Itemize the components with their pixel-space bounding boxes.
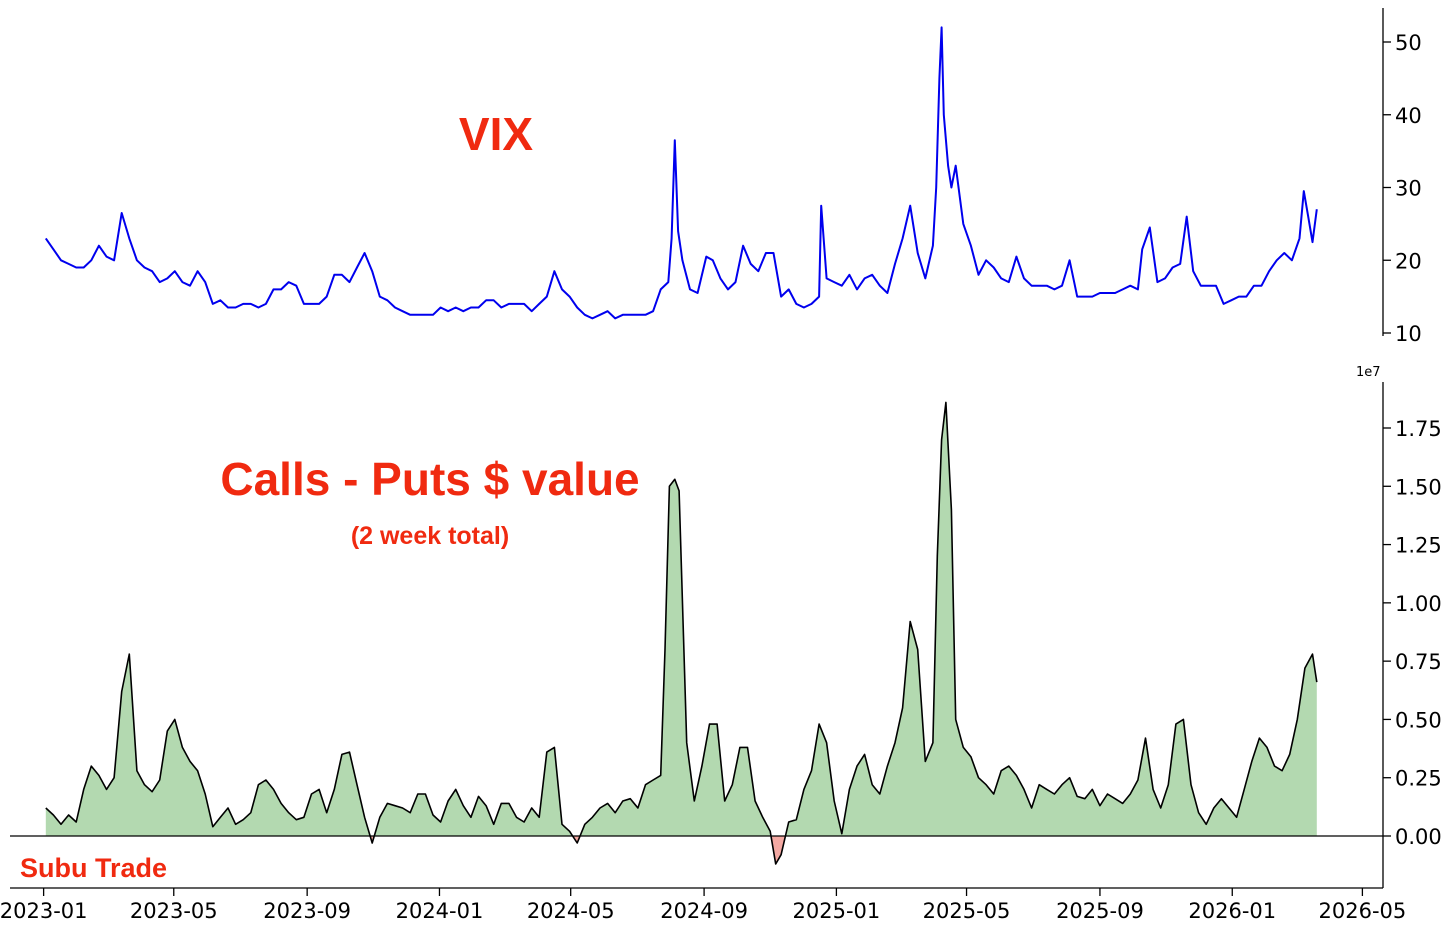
calls-puts-subtitle: (2 week total) [351, 522, 509, 550]
vix-y-tick-label: 10 [1395, 322, 1422, 346]
vix-y-tick-label: 30 [1395, 177, 1422, 201]
x-tick-label: 2026-01 [1188, 899, 1276, 923]
flow-y-tick-label: 0.75 [1395, 650, 1442, 674]
positive-area-fill [45, 402, 1317, 836]
calls-puts-series-line [45, 401, 1318, 865]
flow-y-tick-label: 0.00 [1395, 825, 1442, 849]
y-scale-multiplier: 1e7 [1356, 365, 1381, 380]
x-ticks: 2023-01 2023-05 2023-09 2024-01 2024-05 2024-… [0, 888, 1406, 923]
x-tick-label: 2024-01 [396, 899, 484, 923]
flow-y-tick-label: 1.75 [1395, 417, 1442, 441]
x-tick-label: 2025-09 [1056, 899, 1144, 923]
x-tick-label: 2023-01 [0, 899, 87, 923]
x-tick-label: 2023-09 [263, 899, 351, 923]
vix-y-tick-label: 20 [1395, 249, 1422, 273]
flow-y-tick-label: 0.25 [1395, 767, 1442, 791]
vix-series-line [44, 26, 1318, 320]
vix-y-ticks: 10 20 30 40 50 [1383, 31, 1422, 346]
x-tick-label: 2024-05 [527, 899, 615, 923]
flow-y-ticks: 0.00 0.25 0.50 0.75 1.00 1.25 1.50 1.75 [1383, 417, 1442, 849]
x-tick-label: 2025-05 [923, 899, 1011, 923]
vix-y-tick-label: 40 [1395, 104, 1422, 128]
x-tick-label: 2023-05 [130, 899, 218, 923]
vix-y-tick-label: 50 [1395, 31, 1422, 55]
flow-y-tick-label: 1.00 [1395, 592, 1442, 616]
x-tick-label: 2024-09 [660, 899, 748, 923]
x-tick-label: 2025-01 [793, 899, 881, 923]
watermark: Subu Trade [20, 853, 167, 883]
calls-puts-panel: 0.00 0.25 0.50 0.75 1.00 1.25 1.50 1.75 2023-01… [0, 365, 1442, 923]
x-tick-label: 2026-05 [1319, 899, 1407, 923]
flow-y-tick-label: 1.25 [1395, 534, 1442, 558]
vix-title: VIX [459, 108, 533, 160]
flow-y-tick-label: 1.50 [1395, 475, 1442, 499]
flow-y-tick-label: 0.50 [1395, 708, 1442, 732]
vix-panel: 10 20 30 40 50 VIX [44, 8, 1422, 346]
calls-puts-title: Calls - Puts $ value [220, 453, 639, 505]
